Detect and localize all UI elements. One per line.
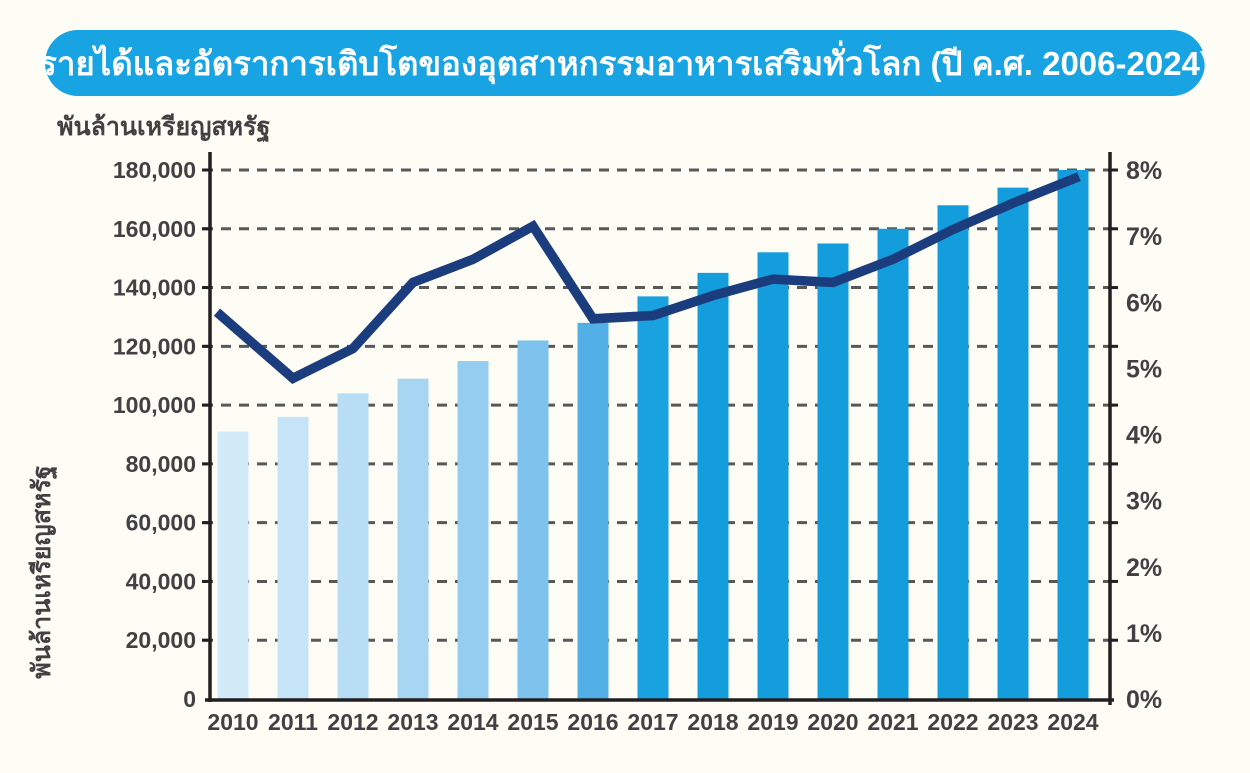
year-label-2020: 2020 [807,709,858,735]
year-label-2010: 2010 [207,709,258,735]
bar-2022 [937,205,969,699]
year-label-2016: 2016 [567,709,618,735]
growth-rate-line [213,172,1081,384]
year-label-2012: 2012 [327,709,378,735]
right-axis-tick-label: 6% [1126,289,1162,317]
right-axis-tick-label: 1% [1126,620,1162,648]
bar-2015 [517,340,549,699]
bar-2018 [697,272,729,699]
left-axis-tick-label: 160,000 [113,216,196,242]
bar-2013 [397,378,429,699]
bar-2011 [277,416,309,699]
right-axis-tick-label: 8% [1126,157,1162,185]
left-axis-tick-label: 20,000 [126,627,196,653]
bar-2010 [217,431,249,699]
right-axis-tick-label: 3% [1126,488,1162,516]
bar-2016 [577,322,609,699]
year-label-2015: 2015 [507,709,558,735]
bar-2023 [997,187,1029,699]
bar-2019 [757,252,789,700]
year-label-2014: 2014 [447,709,498,735]
year-label-2013: 2013 [387,709,438,735]
page-title: รายได้และอัตราการเติบโตของอุตสาหกรรมอาหา… [39,30,1211,96]
left-axis-tick-label: 0 [183,686,196,712]
right-axis-tick-label: 0% [1126,686,1162,714]
year-label-2021: 2021 [867,709,918,735]
year-label-2024: 2024 [1047,709,1098,735]
year-label-2019: 2019 [747,709,798,735]
left-axis-tick-label: 80,000 [126,451,196,477]
right-axis-tick-label: 4% [1126,422,1162,450]
left-axis-unit-top: พันล้านเหรียญสหรัฐ [57,113,271,141]
bar-2014 [457,361,489,699]
year-label-2022: 2022 [927,709,978,735]
year-label-2018: 2018 [687,709,738,735]
bar-2017 [637,296,669,699]
left-axis-tick-label: 180,000 [113,157,196,183]
right-axis-tick-label: 5% [1126,355,1162,383]
bar-2012 [337,393,369,699]
bar-2020 [817,243,849,699]
left-axis-tick-label: 120,000 [113,333,196,359]
right-axis-tick-label: 2% [1126,554,1162,582]
bar-2024 [1057,170,1089,699]
right-axis-tick-label: 7% [1126,223,1162,251]
left-axis-tick-label: 100,000 [113,392,196,418]
left-axis-tick-label: 60,000 [126,510,196,536]
left-axis-tick-label: 140,000 [113,275,196,301]
year-label-2011: 2011 [268,709,318,735]
year-label-2023: 2023 [987,709,1038,735]
bar-2021 [877,228,909,699]
year-label-2017: 2017 [627,709,678,735]
left-axis-tick-label: 40,000 [126,568,196,594]
